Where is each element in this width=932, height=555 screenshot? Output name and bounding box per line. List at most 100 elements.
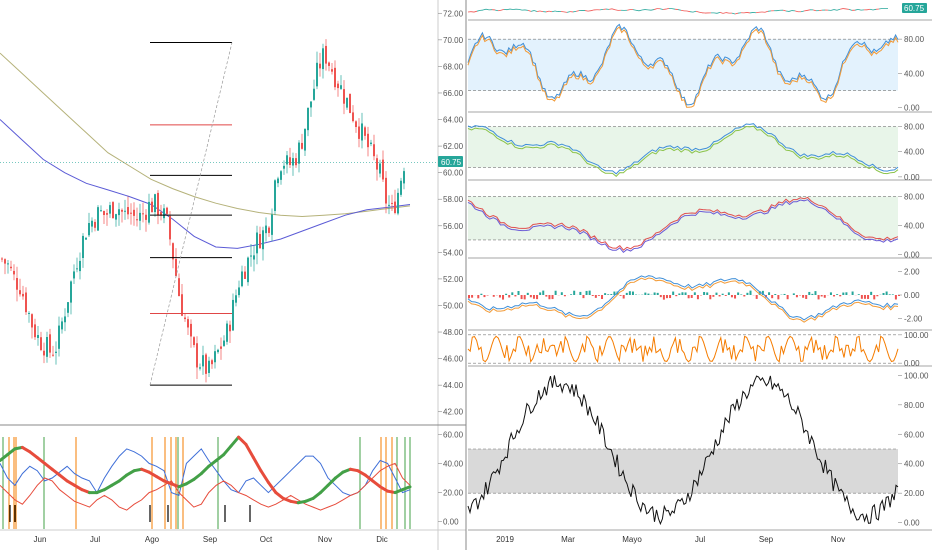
- left-indicator-panel[interactable]: [0, 437, 410, 529]
- candle-body: [52, 355, 54, 356]
- histogram-bar: [845, 292, 847, 295]
- candle-body: [64, 316, 66, 322]
- right-indicator-stack[interactable]: 72.0080.0040.000.0080.0040.000.0080.0040…: [468, 4, 932, 530]
- histogram-bar: [852, 292, 854, 295]
- candle-body: [232, 300, 234, 330]
- histogram-bar: [573, 291, 575, 295]
- histogram-bar: [725, 295, 727, 296]
- histogram-bar: [712, 295, 714, 297]
- y-tick-label: 20.00: [904, 489, 925, 498]
- histogram-bar: [589, 291, 591, 295]
- y-tick-label: 68.00: [443, 62, 464, 71]
- histogram-bar: [836, 294, 838, 295]
- histogram-bar: [511, 292, 513, 295]
- candle-body: [172, 243, 174, 259]
- histogram-bar: [889, 294, 891, 295]
- macd-panel: 2.000.00-2.00: [468, 268, 932, 330]
- candle-body: [358, 127, 360, 139]
- mini-candle: [546, 11, 549, 12]
- candle-body: [400, 181, 402, 195]
- candle-body: [229, 325, 231, 332]
- y-tick-label: 20.00: [443, 489, 464, 498]
- candle-body: [112, 202, 114, 218]
- histogram-bar: [505, 294, 507, 295]
- mini-candle: [573, 11, 576, 12]
- band-fill: [468, 127, 898, 168]
- histogram-bar: [502, 295, 504, 300]
- histogram-bar: [514, 295, 516, 296]
- histogram-bar: [873, 295, 875, 299]
- candle-body: [301, 143, 303, 149]
- candle-body: [313, 89, 315, 100]
- candle-body: [184, 318, 186, 320]
- candle-body: [37, 335, 39, 338]
- candle-body: [34, 324, 36, 337]
- month-label: Oct: [260, 535, 273, 544]
- histogram-bar: [539, 292, 541, 295]
- signal-line-segment: [261, 471, 268, 483]
- histogram-bar: [688, 295, 690, 298]
- candle-body: [226, 324, 228, 342]
- mini-candle: [501, 9, 504, 10]
- histogram-bar: [811, 294, 813, 295]
- y-tick-label: 56.00: [443, 222, 464, 231]
- candle-body: [178, 278, 180, 296]
- candle-body: [322, 48, 324, 69]
- mini-candle: [804, 10, 807, 11]
- histogram-bar: [527, 293, 529, 295]
- mini-candle: [486, 9, 489, 10]
- candle-body: [154, 194, 156, 212]
- histogram-bar: [691, 295, 693, 298]
- y-tick-label: 80.00: [904, 401, 925, 410]
- histogram-bar: [564, 295, 566, 296]
- histogram-bar: [586, 291, 588, 295]
- candle-body: [217, 350, 219, 352]
- y-tick-label: -2.00: [904, 314, 923, 323]
- candle-body: [370, 143, 372, 144]
- candle-body: [151, 202, 153, 213]
- y-tick-label: 40.00: [443, 459, 464, 468]
- histogram-bar: [895, 295, 897, 299]
- candle-body: [109, 205, 111, 214]
- histogram-bar: [768, 292, 770, 295]
- candle-body: [241, 271, 243, 286]
- candle-body: [166, 208, 168, 214]
- candle-body: [238, 287, 240, 295]
- candle-body: [274, 180, 276, 211]
- histogram-bar: [666, 295, 668, 298]
- histogram-bar: [663, 295, 665, 300]
- y-tick-label: 64.00: [443, 116, 464, 125]
- histogram-bar: [681, 292, 683, 295]
- histogram-bar: [703, 292, 705, 295]
- mini-candle: [654, 9, 657, 10]
- histogram-bar: [830, 292, 832, 295]
- signal-line-segment: [253, 458, 260, 471]
- histogram-bar: [545, 295, 547, 297]
- candle-body: [139, 213, 141, 221]
- y-tick-label: 48.00: [443, 328, 464, 337]
- mini-candle: [726, 13, 729, 14]
- mini-candle: [477, 10, 480, 11]
- histogram-bar: [883, 293, 885, 295]
- histogram-bar: [598, 295, 600, 296]
- histogram-bar: [709, 295, 711, 299]
- histogram-bar: [647, 294, 649, 295]
- histogram-bar: [483, 295, 485, 297]
- mini-candle: [627, 10, 630, 11]
- candle-body: [343, 89, 345, 104]
- candle-body: [352, 112, 354, 121]
- histogram-bar: [746, 293, 748, 295]
- left-price-chart[interactable]: [0, 0, 466, 550]
- signal-line: [468, 278, 898, 322]
- histogram-bar: [706, 292, 708, 295]
- candle-body: [223, 341, 225, 346]
- mini-candle: [801, 11, 804, 12]
- mini-candle: [819, 10, 822, 11]
- y-tick-label: 80.00: [904, 192, 925, 201]
- candle-body: [256, 233, 258, 254]
- candle-body: [361, 123, 363, 140]
- candle-body: [76, 268, 78, 269]
- candle-body: [169, 216, 171, 239]
